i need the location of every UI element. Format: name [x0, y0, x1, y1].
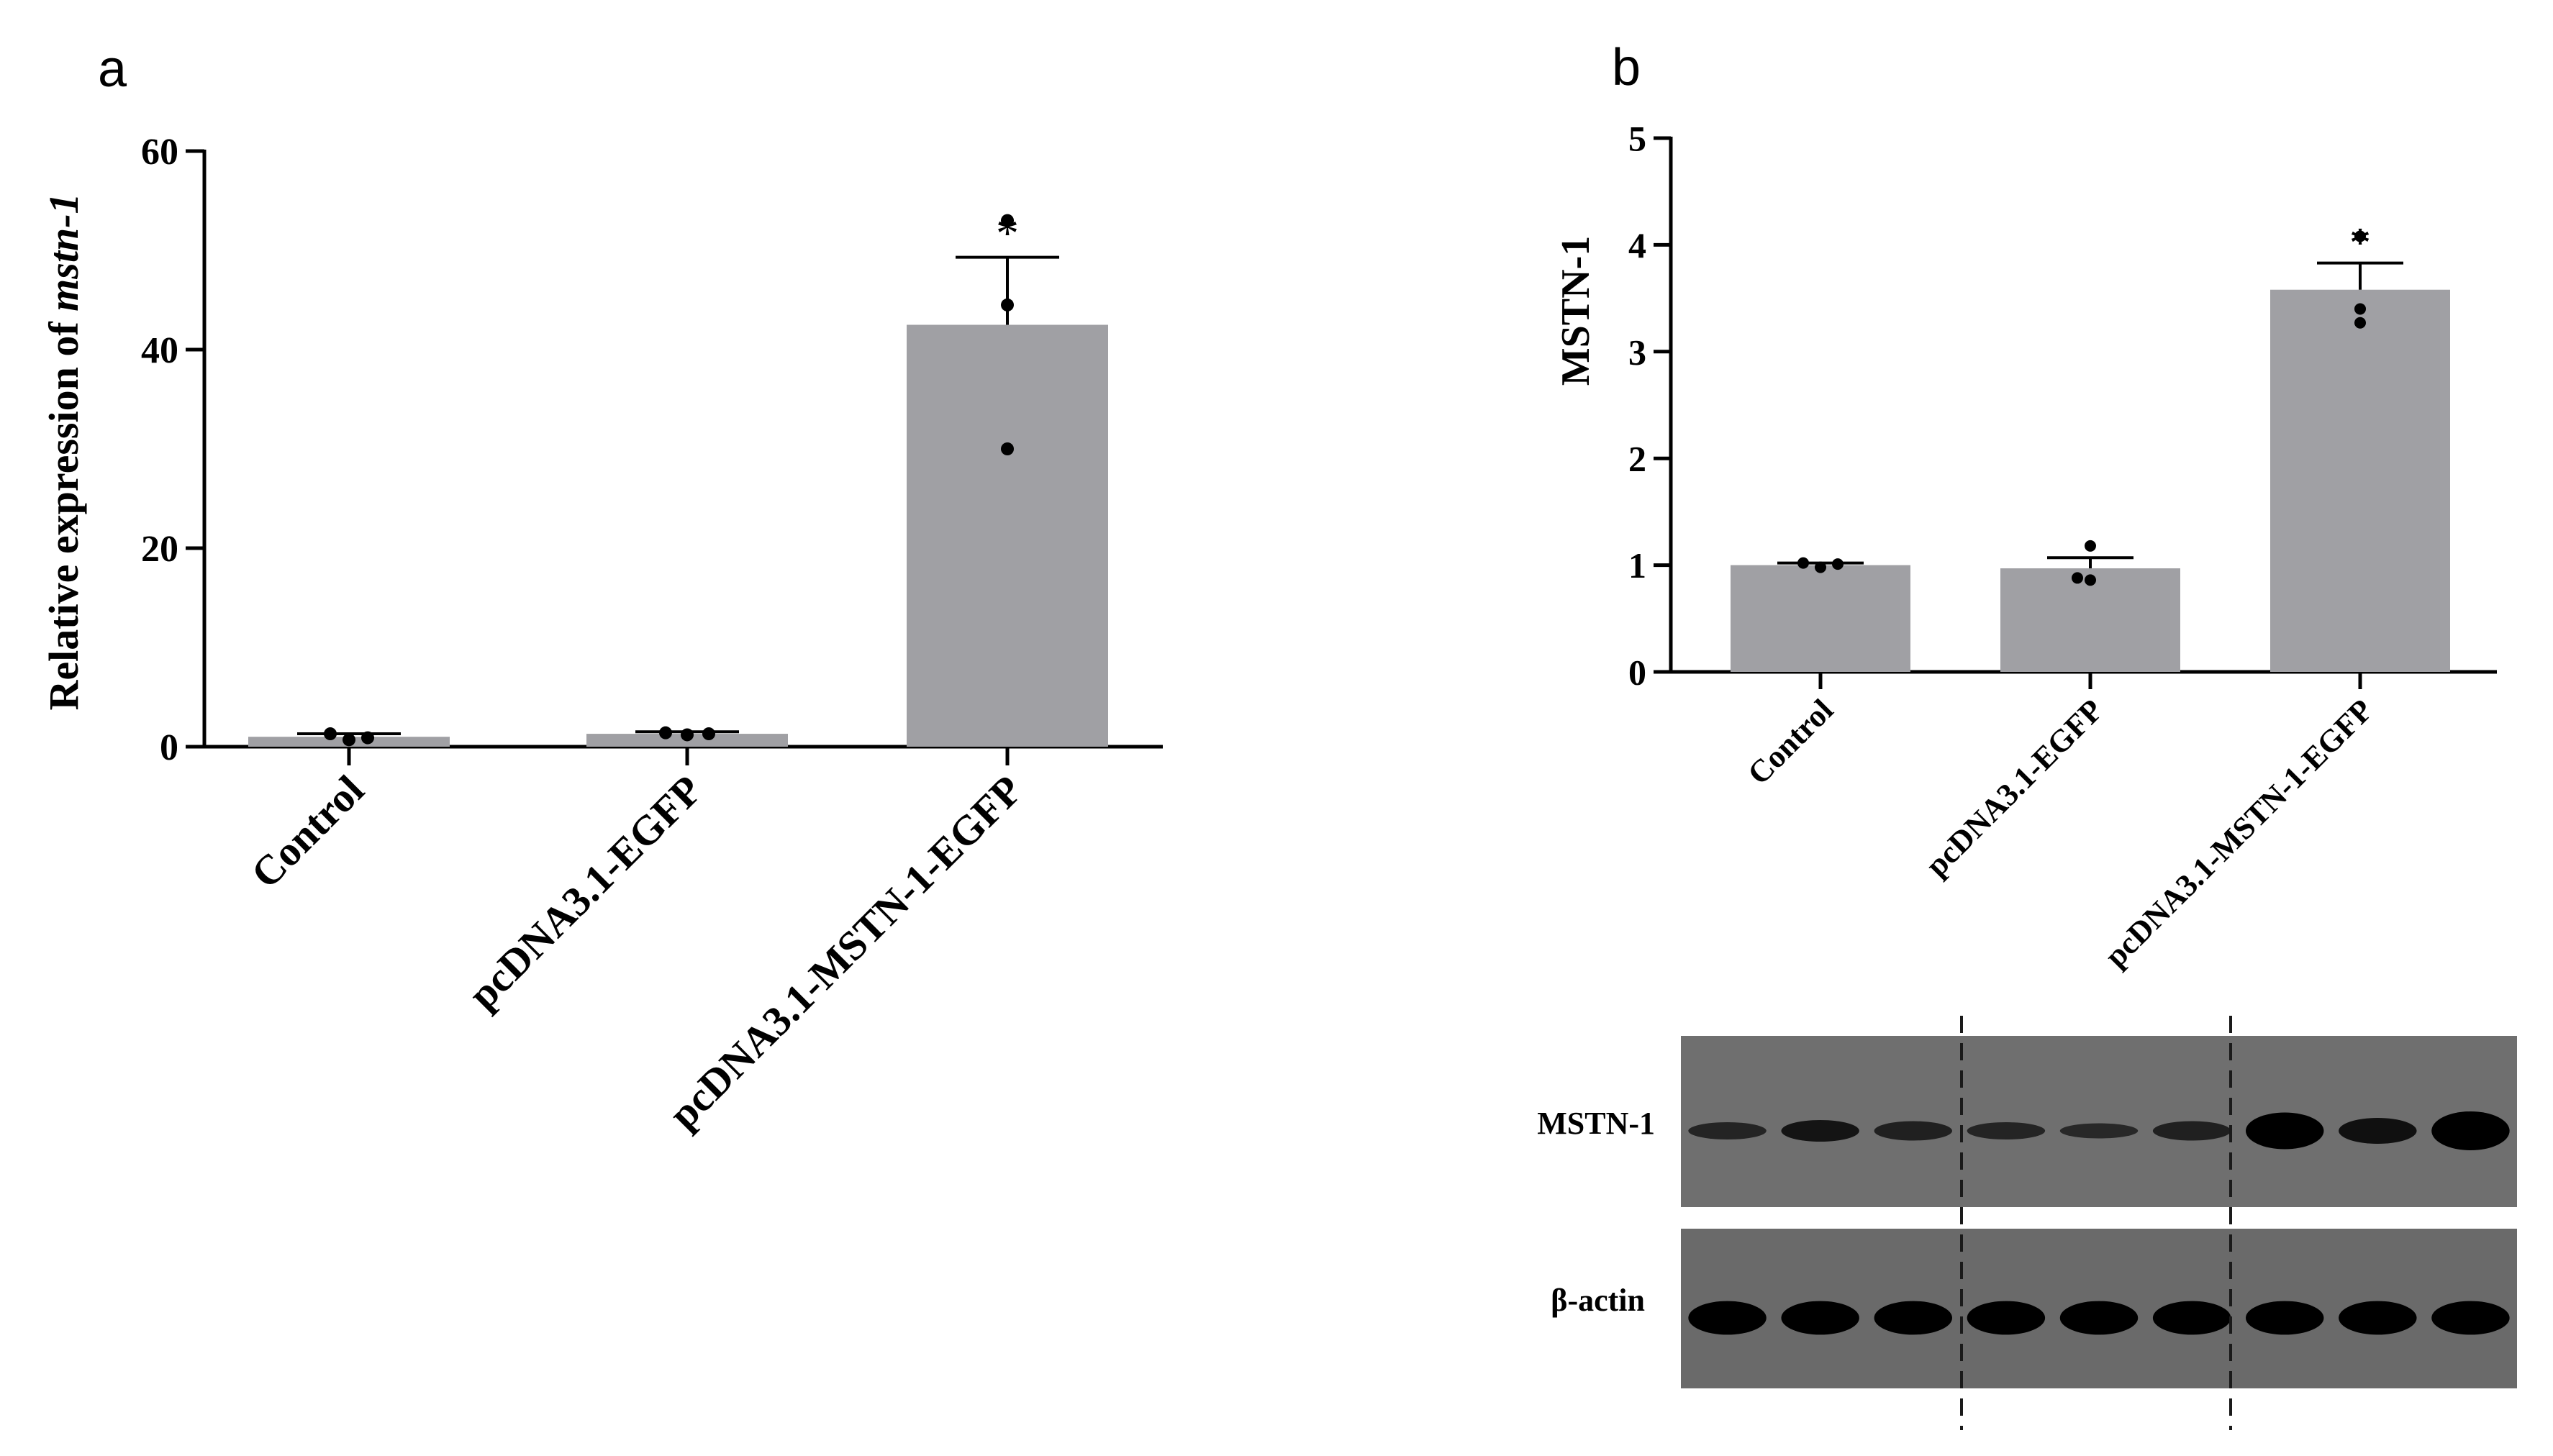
significance-marker: * — [996, 208, 1019, 259]
data-point — [2072, 572, 2083, 584]
data-point — [361, 731, 374, 745]
data-point — [2085, 540, 2096, 552]
y-tick-label: 0 — [160, 727, 178, 768]
blot-band — [2152, 1301, 2231, 1335]
category-label: pcDNA3.1-MSTN-1-EGFP — [2098, 692, 2380, 974]
y-tick-label: 60 — [141, 132, 178, 173]
blot-band — [2339, 1118, 2417, 1144]
blot-band — [2431, 1111, 2510, 1150]
data-point — [2354, 317, 2366, 329]
data-point — [1001, 298, 1014, 311]
data-point — [1815, 561, 1826, 573]
data-point — [659, 726, 672, 740]
blot-label-actin: β-actin — [1551, 1283, 1645, 1318]
blot-band — [2431, 1301, 2510, 1335]
bar — [1731, 565, 1910, 672]
y-tick-label: 40 — [141, 330, 178, 371]
data-point — [2354, 303, 2366, 315]
data-point — [324, 727, 337, 741]
chart-a: 0 20 40 60 Control pcDNA3.1-EGFP * pcDNA3.1-MST… — [40, 132, 1163, 1138]
blot-band — [1688, 1301, 1767, 1335]
bar — [907, 324, 1108, 747]
y-tick-label: 20 — [141, 529, 178, 570]
chart-a-ylabel: Relative expression of mstn-1 — [40, 193, 87, 710]
data-point — [2354, 230, 2366, 242]
blot-band — [2059, 1301, 2139, 1335]
blot-band — [2152, 1121, 2231, 1141]
y-tick-label: 3 — [1628, 332, 1646, 372]
blot-band — [1874, 1121, 1953, 1141]
western-blot: MSTN-1 β-actin — [1537, 1016, 2517, 1430]
chart-b-ylabel: MSTN-1 — [1554, 236, 1598, 386]
bar — [2270, 289, 2450, 672]
blot-band — [2245, 1301, 2324, 1335]
category-label: Control — [1741, 692, 1840, 791]
data-point — [1832, 558, 1844, 570]
data-point — [1001, 442, 1014, 455]
y-tick-label: 2 — [1628, 439, 1646, 479]
blot-band — [1781, 1120, 1859, 1142]
panel-letter-a: a — [98, 40, 127, 98]
blot-band — [1688, 1122, 1767, 1139]
y-tick-label: 5 — [1628, 119, 1646, 159]
chart-a-ylabel-prefix: Relative expression of — [40, 311, 87, 711]
panel-letter-b: b — [1612, 39, 1641, 96]
significance-marker: * — [2349, 219, 2371, 267]
blot-band — [2339, 1301, 2417, 1335]
y-tick-label: 4 — [1628, 225, 1646, 265]
blot-band — [1874, 1301, 1953, 1335]
blot-band — [1781, 1301, 1859, 1335]
data-point — [702, 727, 715, 741]
data-point — [1797, 557, 1809, 569]
blot-band — [1967, 1301, 2046, 1335]
chart-b: 0 1 2 3 4 5 Control pcDNA3.1-EGFP * pcDNA3.1-MSTN… — [1554, 119, 2497, 974]
blot-band — [2059, 1123, 2139, 1139]
category-label: pcDNA3.1-EGFP — [459, 766, 711, 1018]
category-label: pcDNA3.1-EGFP — [1919, 692, 2110, 883]
data-point — [1001, 214, 1014, 227]
y-tick-label: 0 — [1628, 652, 1646, 693]
category-label: pcDNA3.1-MSTN-1-EGFP — [660, 766, 1031, 1137]
data-point — [343, 733, 355, 747]
blot-band — [2245, 1112, 2324, 1150]
category-label: Control — [242, 766, 373, 897]
data-point — [681, 728, 694, 742]
chart-a-ylabel-italic: mstn-1 — [40, 193, 87, 311]
y-tick-label: 1 — [1628, 545, 1646, 586]
data-point — [2085, 574, 2096, 586]
blot-band — [1967, 1122, 2046, 1139]
blot-label-mstn1: MSTN-1 — [1537, 1106, 1655, 1141]
